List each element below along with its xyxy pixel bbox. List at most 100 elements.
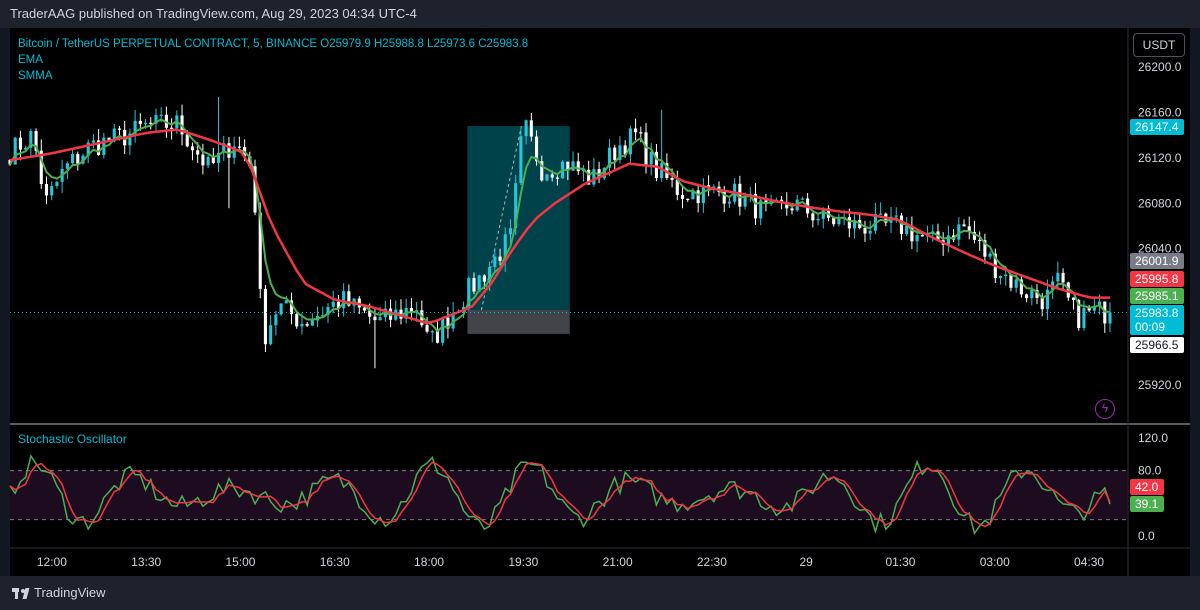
candle-body[interactable] <box>998 275 1003 279</box>
candle-body[interactable] <box>409 307 413 312</box>
candle-body[interactable] <box>868 230 872 234</box>
candle-body[interactable] <box>1014 279 1018 288</box>
candle-body[interactable] <box>1092 305 1096 311</box>
candle-body[interactable] <box>905 225 909 235</box>
candle-body[interactable] <box>477 275 481 292</box>
candle-body[interactable] <box>107 137 111 142</box>
candle-body[interactable] <box>326 306 330 315</box>
position-target-zone[interactable] <box>467 126 570 311</box>
candle-body[interactable] <box>133 120 137 134</box>
price-tag[interactable] <box>1130 271 1184 287</box>
position-stop-zone[interactable] <box>467 310 570 334</box>
candle-body[interactable] <box>946 235 950 245</box>
candle-body[interactable] <box>206 156 210 166</box>
candle-body[interactable] <box>957 224 961 240</box>
lightning-icon[interactable]: ϟ <box>1095 399 1115 419</box>
candle-body[interactable] <box>1061 272 1065 283</box>
candle-body[interactable] <box>753 193 758 219</box>
candle-body[interactable] <box>800 198 804 200</box>
candle-body[interactable] <box>1040 297 1044 310</box>
candle-body[interactable] <box>623 145 627 155</box>
candle-body[interactable] <box>566 161 570 171</box>
candle-body[interactable] <box>649 151 653 165</box>
candle-body[interactable] <box>722 191 726 204</box>
candle-body[interactable] <box>1030 289 1034 299</box>
candle-body[interactable] <box>613 147 617 160</box>
candle-body[interactable] <box>1071 297 1076 301</box>
stoch-value-tag[interactable] <box>1130 479 1164 495</box>
candle-body[interactable] <box>680 194 685 199</box>
candle-body[interactable] <box>76 153 80 164</box>
candle-body[interactable] <box>201 154 205 166</box>
candle-body[interactable] <box>305 323 309 326</box>
candle-body[interactable] <box>592 169 596 185</box>
candle-body[interactable] <box>670 178 674 180</box>
ema-legend[interactable]: EMA <box>18 54 43 66</box>
candle-body[interactable] <box>232 146 236 158</box>
candle-body[interactable] <box>863 227 867 234</box>
candle-body[interactable] <box>13 137 17 165</box>
candle-body[interactable] <box>128 133 132 146</box>
candle-body[interactable] <box>503 234 507 261</box>
candle-body[interactable] <box>342 291 346 309</box>
candle-body[interactable] <box>618 145 622 160</box>
candle-body[interactable] <box>289 300 294 315</box>
candle-body[interactable] <box>639 132 643 134</box>
candle-body[interactable] <box>253 166 257 213</box>
candle-body[interactable] <box>540 161 544 181</box>
candle-body[interactable] <box>91 140 95 143</box>
candle-body[interactable] <box>24 147 28 150</box>
candle-body[interactable] <box>1066 282 1070 298</box>
candle-body[interactable] <box>196 150 200 155</box>
candle-body[interactable] <box>493 256 497 268</box>
candle-body[interactable] <box>1004 274 1008 276</box>
candle-body[interactable] <box>529 120 533 137</box>
candle-body[interactable] <box>8 159 12 165</box>
candle-body[interactable] <box>581 169 586 172</box>
candle-body[interactable] <box>138 120 142 125</box>
candle-body[interactable] <box>1056 272 1060 282</box>
candle-body[interactable] <box>691 190 695 200</box>
price-tag[interactable] <box>1130 337 1184 353</box>
candle-body[interactable] <box>1025 294 1029 299</box>
candle-body[interactable] <box>29 131 33 148</box>
candle-body[interactable] <box>1009 274 1013 288</box>
candle-body[interactable] <box>274 314 278 326</box>
candle-body[interactable] <box>519 136 523 184</box>
candle-body[interactable] <box>248 156 252 167</box>
candle-body[interactable] <box>634 128 638 133</box>
candle-body[interactable] <box>785 202 789 209</box>
candle-body[interactable] <box>1082 308 1086 329</box>
candle-body[interactable] <box>1087 308 1091 311</box>
candle-body[interactable] <box>44 184 49 196</box>
candle-body[interactable] <box>972 231 977 240</box>
candle-body[interactable] <box>534 136 539 162</box>
candle-body[interactable] <box>967 226 971 232</box>
candle-body[interactable] <box>920 235 924 237</box>
price-tag[interactable] <box>1130 119 1184 135</box>
stoch-d-line[interactable] <box>9 461 1111 528</box>
candle-body[interactable] <box>1108 312 1112 324</box>
candle-body[interactable] <box>321 314 325 317</box>
candle-body[interactable] <box>258 212 262 289</box>
candle-body[interactable] <box>50 185 54 196</box>
candle-body[interactable] <box>628 128 632 155</box>
candle-body[interactable] <box>983 240 987 257</box>
candle-body[interactable] <box>915 235 919 242</box>
candle-body[interactable] <box>237 146 241 148</box>
candle-body[interactable] <box>654 151 659 179</box>
candle-body[interactable] <box>34 131 38 151</box>
candle-body[interactable] <box>988 253 992 257</box>
candle-body[interactable] <box>576 161 580 172</box>
candle-body[interactable] <box>644 132 648 165</box>
candle-body[interactable] <box>227 143 231 158</box>
currency-button[interactable]: USDT <box>1133 33 1185 57</box>
candle-body[interactable] <box>149 122 153 124</box>
tradingview-logo[interactable]: TradingView <box>12 585 106 600</box>
candle-body[interactable] <box>472 278 476 292</box>
candle-body[interactable] <box>112 128 116 142</box>
candle-body[interactable] <box>701 185 705 204</box>
price-tag[interactable] <box>1130 253 1184 269</box>
candle-body[interactable] <box>284 300 288 304</box>
